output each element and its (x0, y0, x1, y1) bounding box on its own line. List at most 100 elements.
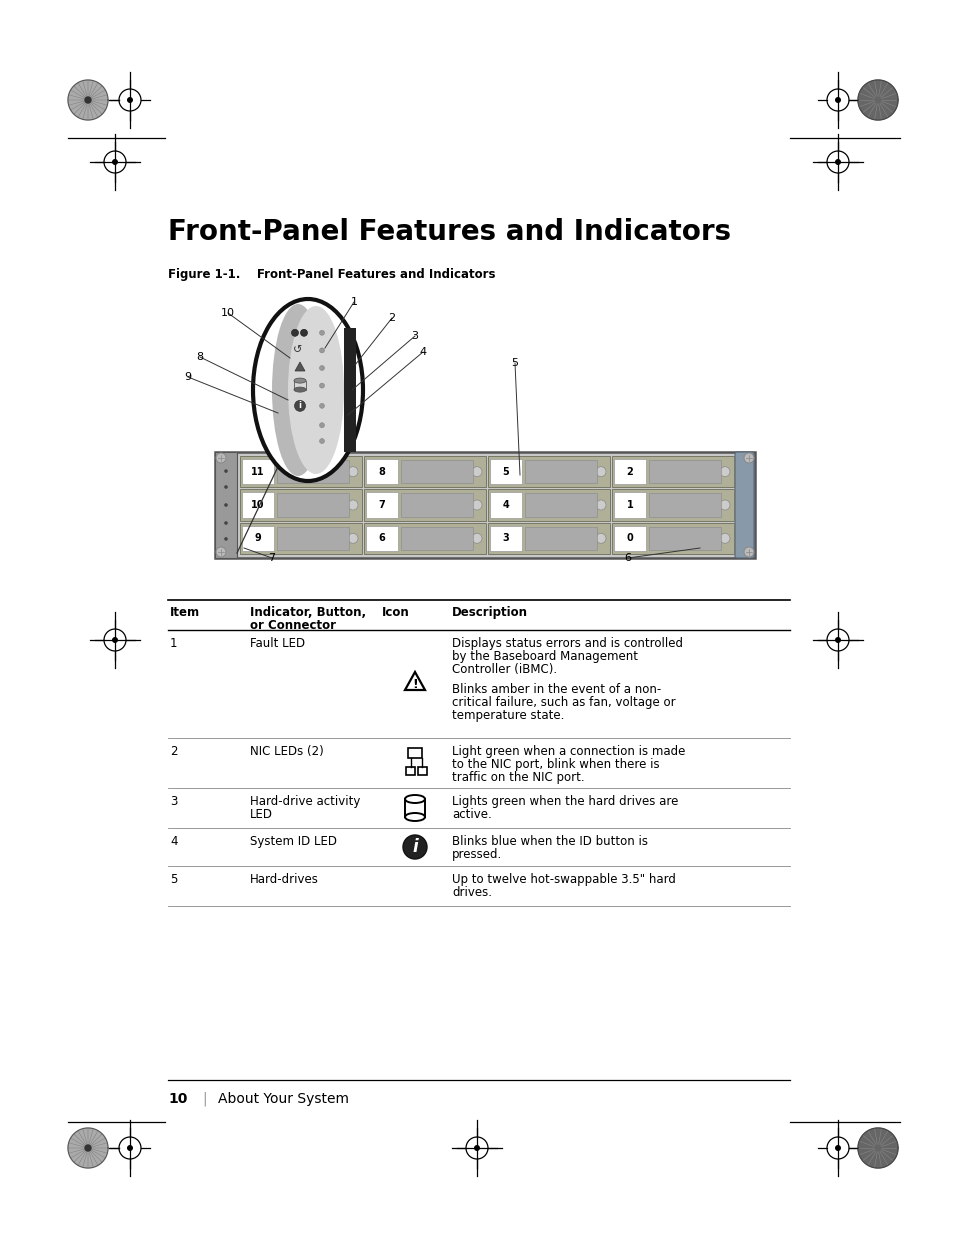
Bar (406, 767, 415, 776)
Polygon shape (68, 80, 108, 120)
Text: 10: 10 (251, 500, 265, 510)
Text: 11: 11 (251, 467, 265, 477)
Text: Controller (iBMC).: Controller (iBMC). (452, 663, 557, 676)
Text: 4: 4 (419, 347, 426, 357)
Circle shape (596, 467, 605, 477)
Text: 5: 5 (502, 467, 509, 477)
Text: i: i (298, 401, 301, 410)
Text: 5: 5 (170, 873, 177, 885)
Bar (366, 493, 397, 517)
Text: Light green when a connection is made: Light green when a connection is made (452, 745, 684, 758)
Circle shape (224, 485, 228, 489)
Text: 10: 10 (221, 308, 234, 317)
Text: System ID LED: System ID LED (250, 835, 336, 848)
Circle shape (319, 366, 324, 370)
Text: NIC LEDs (2): NIC LEDs (2) (250, 745, 323, 758)
Ellipse shape (294, 378, 306, 383)
Text: LED: LED (250, 808, 273, 821)
Text: i: i (412, 839, 417, 856)
Circle shape (300, 330, 307, 336)
Bar (276, 493, 349, 516)
Bar (490, 493, 521, 517)
Text: Blinks amber in the event of a non-: Blinks amber in the event of a non- (452, 683, 660, 697)
Circle shape (720, 467, 729, 477)
Text: drives.: drives. (452, 885, 492, 899)
Circle shape (720, 534, 729, 543)
Circle shape (112, 159, 118, 165)
Circle shape (224, 469, 228, 473)
Circle shape (319, 404, 324, 409)
Circle shape (224, 521, 228, 525)
Circle shape (112, 637, 118, 643)
Circle shape (85, 98, 91, 103)
FancyBboxPatch shape (734, 452, 753, 558)
Text: Item: Item (170, 606, 200, 619)
Circle shape (402, 835, 427, 860)
Circle shape (319, 383, 324, 388)
Circle shape (472, 467, 481, 477)
Bar (366, 459, 397, 484)
Bar (276, 459, 349, 483)
Text: to the NIC port, blink when there is: to the NIC port, blink when there is (452, 758, 659, 771)
Bar (490, 526, 521, 551)
Text: Figure 1-1.    Front-Panel Features and Indicators: Figure 1-1. Front-Panel Features and Ind… (168, 268, 495, 282)
Bar (524, 526, 597, 550)
Circle shape (743, 453, 753, 463)
Circle shape (596, 500, 605, 510)
Bar (400, 459, 473, 483)
Text: 7: 7 (378, 500, 385, 510)
Text: temperature state.: temperature state. (452, 709, 564, 722)
Bar (524, 493, 597, 516)
Bar (400, 526, 473, 550)
Circle shape (472, 534, 481, 543)
Circle shape (127, 1145, 132, 1151)
Polygon shape (857, 80, 897, 120)
Bar (400, 493, 473, 516)
Bar (614, 493, 645, 517)
Text: 9: 9 (254, 534, 261, 543)
Text: |: | (202, 1092, 207, 1107)
Text: Icon: Icon (381, 606, 410, 619)
Text: 7: 7 (268, 553, 275, 563)
Text: ↺: ↺ (293, 346, 302, 356)
Circle shape (348, 500, 357, 510)
Bar (648, 526, 720, 550)
Text: traffic on the NIC port.: traffic on the NIC port. (452, 771, 584, 784)
Circle shape (215, 547, 226, 557)
FancyBboxPatch shape (488, 489, 609, 521)
Text: Hard-drives: Hard-drives (250, 873, 318, 885)
Circle shape (348, 467, 357, 477)
FancyBboxPatch shape (240, 489, 361, 521)
Text: 2: 2 (626, 467, 633, 477)
Text: 4: 4 (502, 500, 509, 510)
FancyBboxPatch shape (214, 452, 754, 558)
Ellipse shape (288, 306, 344, 474)
Circle shape (319, 330, 324, 335)
Bar (648, 459, 720, 483)
Circle shape (834, 1145, 841, 1151)
Bar (344, 329, 355, 452)
Bar (242, 459, 274, 484)
Circle shape (834, 637, 841, 643)
Text: active.: active. (452, 808, 491, 821)
Bar (408, 748, 421, 758)
Bar (242, 493, 274, 517)
Text: pressed.: pressed. (452, 848, 501, 861)
FancyBboxPatch shape (612, 489, 733, 521)
Circle shape (224, 537, 228, 541)
Text: Indicator, Button,: Indicator, Button, (250, 606, 366, 619)
FancyBboxPatch shape (488, 456, 609, 488)
FancyBboxPatch shape (612, 456, 733, 488)
Text: critical failure, such as fan, voltage or: critical failure, such as fan, voltage o… (452, 697, 675, 709)
Bar (490, 459, 521, 484)
Text: Fault LED: Fault LED (250, 637, 305, 650)
Text: About Your System: About Your System (218, 1092, 349, 1107)
Text: 5: 5 (511, 358, 518, 368)
Bar (648, 493, 720, 516)
Text: Displays status errors and is controlled: Displays status errors and is controlled (452, 637, 682, 650)
Text: 3: 3 (411, 331, 418, 341)
Bar (276, 526, 349, 550)
Text: 8: 8 (196, 352, 203, 362)
Text: Front-Panel Features and Indicators: Front-Panel Features and Indicators (168, 219, 730, 246)
FancyBboxPatch shape (240, 456, 361, 488)
